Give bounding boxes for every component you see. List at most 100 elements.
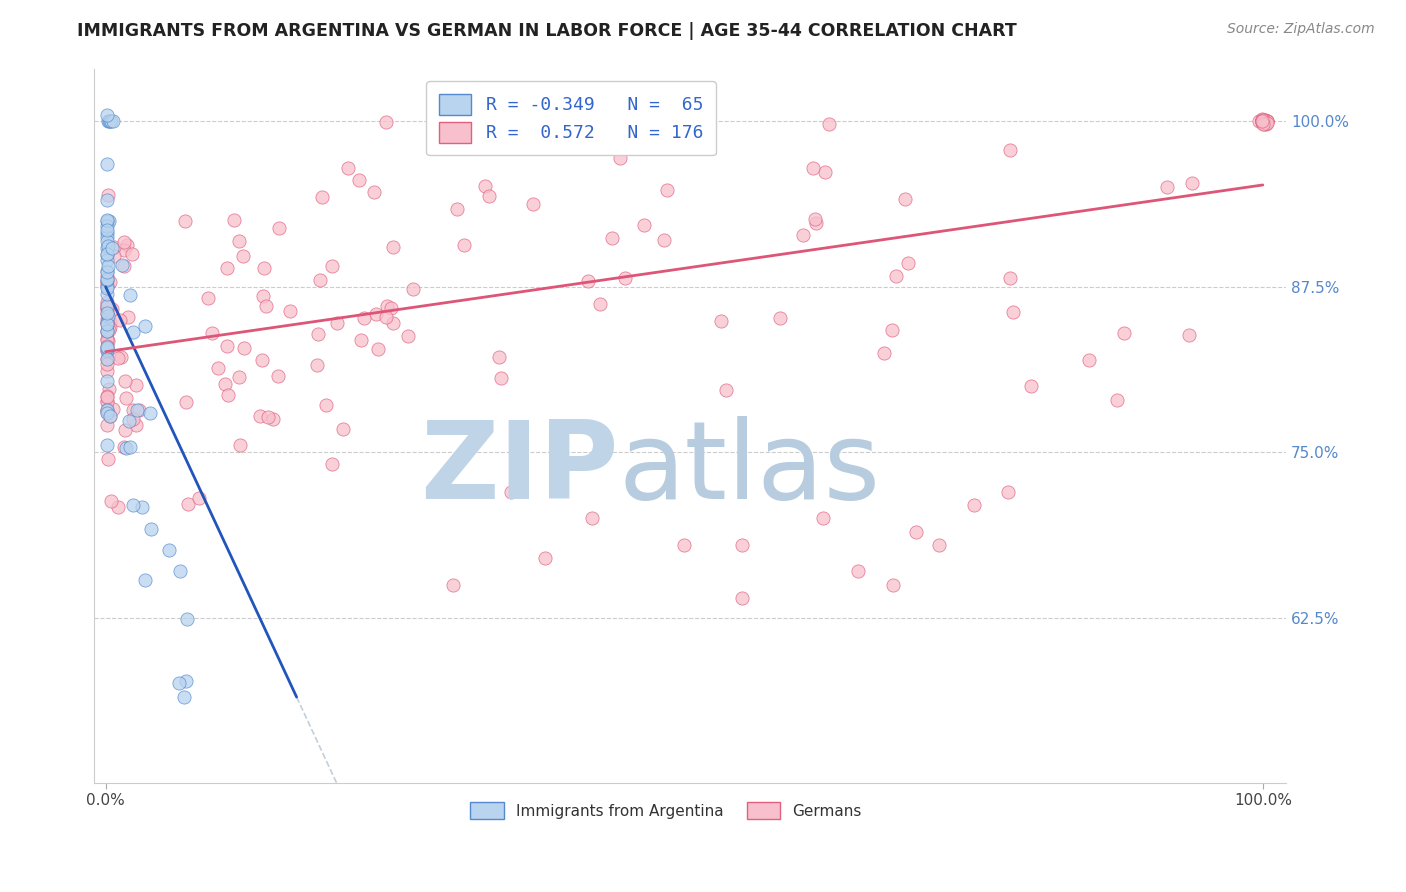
Point bbox=[1253, 117, 1275, 131]
Point bbox=[441, 577, 464, 591]
Point bbox=[96, 300, 118, 314]
Point bbox=[169, 564, 191, 578]
Point bbox=[1251, 116, 1274, 130]
Point bbox=[97, 351, 120, 366]
Point bbox=[96, 214, 118, 228]
Point bbox=[269, 221, 291, 235]
Point bbox=[96, 248, 118, 262]
Point bbox=[1256, 114, 1278, 128]
Point bbox=[215, 260, 238, 275]
Point bbox=[103, 249, 125, 263]
Point bbox=[97, 334, 120, 348]
Point bbox=[114, 391, 136, 405]
Point bbox=[1251, 115, 1274, 129]
Point bbox=[804, 212, 827, 227]
Point bbox=[278, 304, 301, 318]
Point bbox=[1254, 114, 1277, 128]
Point bbox=[114, 235, 136, 249]
Point bbox=[382, 316, 405, 330]
Point bbox=[96, 269, 118, 284]
Point bbox=[96, 275, 118, 289]
Point bbox=[98, 315, 121, 329]
Point bbox=[652, 233, 675, 247]
Point bbox=[998, 143, 1021, 157]
Point bbox=[174, 394, 197, 409]
Point bbox=[96, 394, 118, 409]
Point bbox=[576, 274, 599, 288]
Point bbox=[98, 275, 121, 289]
Point bbox=[115, 238, 138, 252]
Point bbox=[1256, 116, 1278, 130]
Point bbox=[98, 409, 121, 423]
Point bbox=[1253, 113, 1275, 128]
Point bbox=[96, 332, 118, 346]
Point bbox=[374, 114, 396, 128]
Point bbox=[96, 357, 118, 371]
Point bbox=[107, 500, 129, 515]
Point bbox=[873, 345, 896, 359]
Point bbox=[1256, 113, 1278, 128]
Point bbox=[350, 334, 373, 348]
Point bbox=[97, 382, 120, 396]
Point bbox=[818, 117, 841, 131]
Point bbox=[262, 412, 284, 426]
Point bbox=[96, 306, 118, 320]
Point bbox=[112, 259, 135, 273]
Point bbox=[250, 352, 273, 367]
Point bbox=[997, 485, 1019, 500]
Point bbox=[96, 287, 118, 301]
Point bbox=[882, 577, 904, 591]
Point bbox=[107, 351, 129, 365]
Point bbox=[96, 351, 118, 366]
Point bbox=[257, 409, 280, 424]
Point bbox=[174, 674, 197, 689]
Point bbox=[1251, 114, 1274, 128]
Point bbox=[382, 240, 405, 254]
Point bbox=[1002, 305, 1025, 319]
Point bbox=[124, 417, 146, 432]
Point bbox=[325, 316, 347, 330]
Point bbox=[96, 281, 118, 295]
Point bbox=[904, 524, 927, 539]
Point bbox=[1249, 114, 1271, 128]
Point bbox=[139, 406, 162, 420]
Point bbox=[253, 261, 276, 276]
Point bbox=[176, 612, 198, 626]
Point bbox=[581, 511, 603, 525]
Point bbox=[488, 350, 510, 364]
Point bbox=[96, 351, 118, 366]
Point bbox=[96, 212, 118, 227]
Point bbox=[97, 310, 120, 324]
Point bbox=[117, 310, 139, 324]
Point bbox=[96, 324, 118, 338]
Point bbox=[228, 370, 250, 384]
Point bbox=[96, 157, 118, 171]
Point bbox=[96, 326, 118, 340]
Point bbox=[173, 690, 195, 705]
Point bbox=[474, 179, 496, 194]
Point bbox=[880, 322, 903, 336]
Point bbox=[1253, 116, 1275, 130]
Point bbox=[534, 551, 557, 566]
Point bbox=[141, 522, 163, 536]
Point bbox=[96, 308, 118, 322]
Point bbox=[96, 108, 118, 122]
Point bbox=[1256, 114, 1278, 128]
Point bbox=[96, 278, 118, 293]
Point bbox=[110, 312, 132, 326]
Point bbox=[600, 231, 623, 245]
Point bbox=[101, 301, 124, 316]
Point bbox=[446, 202, 468, 217]
Point bbox=[96, 193, 118, 207]
Point bbox=[673, 538, 696, 552]
Point bbox=[1078, 352, 1101, 367]
Point bbox=[96, 340, 118, 354]
Point bbox=[96, 438, 118, 452]
Point bbox=[96, 302, 118, 317]
Point bbox=[97, 214, 120, 228]
Point bbox=[98, 114, 121, 128]
Point bbox=[337, 161, 360, 175]
Point bbox=[814, 164, 837, 178]
Point bbox=[157, 543, 180, 558]
Legend: Immigrants from Argentina, Germans: Immigrants from Argentina, Germans bbox=[464, 796, 868, 825]
